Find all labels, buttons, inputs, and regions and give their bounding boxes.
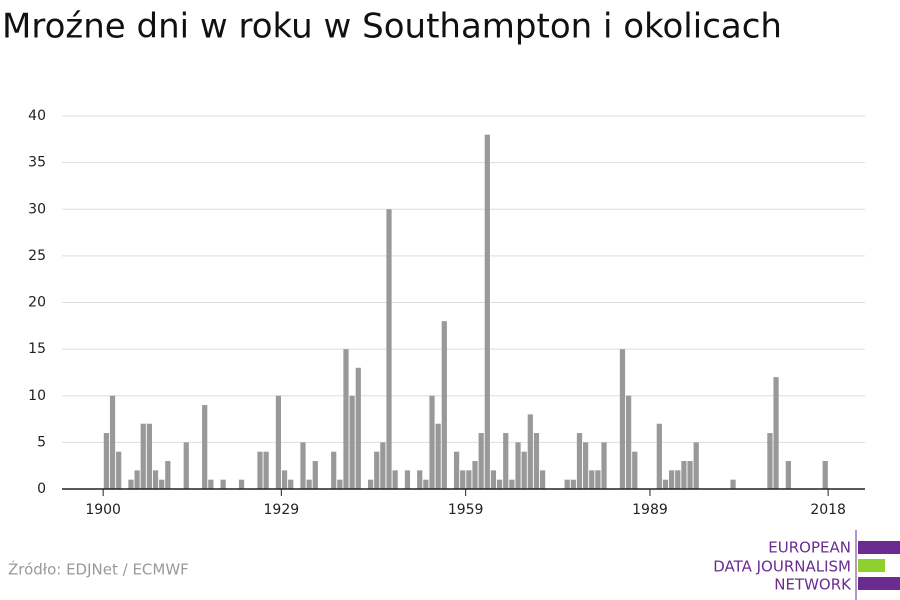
bar [134,470,140,489]
bar [564,479,570,489]
x-tick-label: 1900 [85,502,121,518]
bar [539,470,546,489]
bar [337,479,343,489]
y-tick-label: 5 [37,434,46,450]
bar [202,405,208,489]
bar [675,470,681,489]
bar [441,321,447,489]
bar [582,442,589,489]
bar [515,442,521,489]
bar [331,451,337,489]
bar [140,423,146,489]
bar [509,479,515,489]
bar [103,433,110,489]
bar [576,433,583,489]
x-tick-label: 1989 [632,502,668,518]
bar [527,414,533,489]
bar [687,461,693,489]
bar [632,451,638,489]
x-tick-label: 2018 [810,502,846,518]
bar [589,470,595,489]
bar [392,470,398,489]
bar [484,134,490,489]
y-tick-label: 0 [37,481,46,497]
bar [109,395,116,489]
logo-bar [858,541,900,554]
bar [822,461,828,489]
bar [503,433,509,489]
bar [367,479,374,489]
bar [662,479,669,489]
y-tick-label: 40 [28,108,46,124]
bar [785,461,791,489]
bar [343,349,349,489]
chart-title: Mroźne dni w roku w Southampton i okolic… [2,7,782,47]
logo-bar [858,577,900,590]
bar [374,451,380,489]
y-tick-label: 30 [28,201,46,217]
bar [349,395,355,489]
bar [417,470,423,489]
y-tick-label: 35 [28,155,46,171]
bar [453,451,460,489]
bar [238,479,245,489]
bar [656,423,662,489]
bar [730,479,736,489]
bar [466,470,472,489]
source: Źródło: EDJNet / ECMWF [8,560,189,579]
bar [257,451,263,489]
bar [146,423,153,489]
bar [490,470,497,489]
bar [669,470,675,489]
x-tick-label: 1929 [264,502,300,518]
bar [275,395,282,489]
bar [355,367,361,489]
bar [288,479,294,489]
bar [300,442,306,489]
bar [306,479,312,489]
bar [208,479,214,489]
bar [165,461,171,489]
y-tick-label: 25 [28,248,46,264]
bar [152,470,159,489]
bar [423,479,429,489]
y-tick-label: 15 [28,341,46,357]
x-tick-label: 1959 [448,502,484,518]
bar [263,451,269,489]
bar [619,349,626,489]
bar [570,479,576,489]
bar [533,433,540,489]
bar [595,470,601,489]
bar [460,470,466,489]
bar [380,442,386,489]
bar [386,209,392,489]
bar [116,451,122,489]
bar [404,470,411,489]
bar [128,479,134,489]
bar [435,423,441,489]
bar [693,442,699,489]
bar [681,461,687,489]
bar [220,479,226,489]
logo-text: EUROPEAN [768,539,851,557]
bar [281,470,288,489]
bar [773,377,779,489]
bar [478,433,484,489]
bar [521,451,527,489]
bar [312,461,318,489]
bar [472,461,478,489]
logo-bar [858,559,885,572]
bar [159,479,165,489]
bar [183,442,189,489]
logo-text: NETWORK [774,576,852,594]
bar [496,479,503,489]
y-tick-label: 10 [28,388,46,404]
logo-text: DATA JOURNALISM [713,558,851,576]
bar [626,395,632,489]
bar [767,433,773,489]
bar [601,442,607,489]
bar [429,395,435,489]
y-tick-label: 20 [28,295,46,311]
